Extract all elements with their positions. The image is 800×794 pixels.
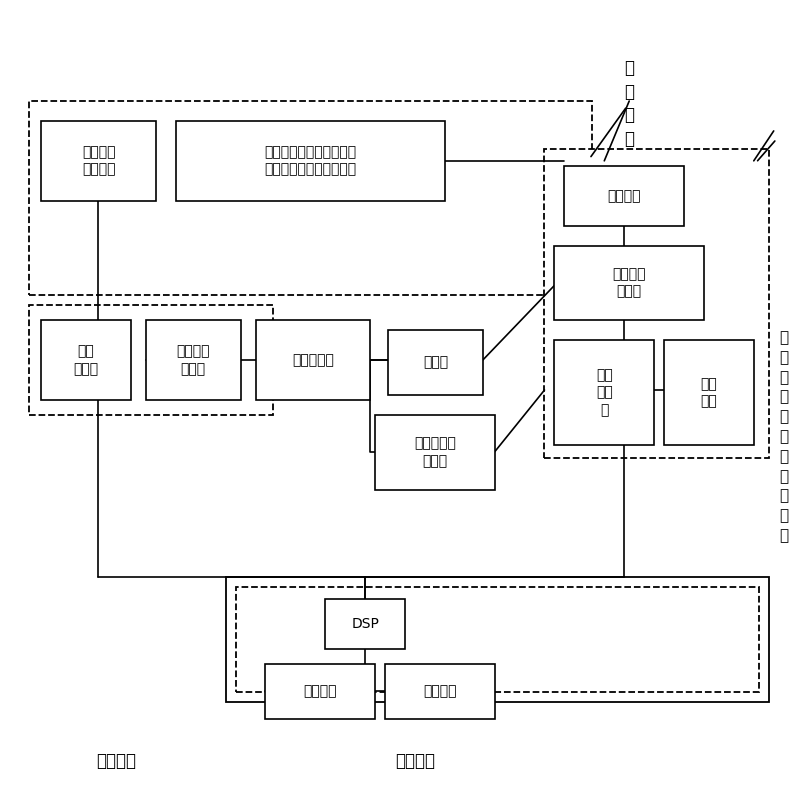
Bar xyxy=(375,415,494,490)
Bar xyxy=(326,599,405,649)
Bar xyxy=(30,101,592,295)
Bar xyxy=(664,340,754,445)
Bar xyxy=(235,588,758,692)
Text: 通信模块: 通信模块 xyxy=(423,684,457,699)
Bar xyxy=(42,320,131,400)
Text: 风机状态
检测机构: 风机状态 检测机构 xyxy=(82,145,115,176)
Text: 电气性能检测机构（电能
质量分析仪，示波器组）: 电气性能检测机构（电能 质量分析仪，示波器组） xyxy=(264,145,356,176)
Bar xyxy=(385,664,494,719)
Text: 负载
选择
器: 负载 选择 器 xyxy=(596,368,613,417)
Text: 模拟
负载: 模拟 负载 xyxy=(701,377,718,408)
Bar xyxy=(545,148,769,458)
Text: 模拟电网: 模拟电网 xyxy=(607,189,641,202)
Bar xyxy=(176,121,445,201)
Bar xyxy=(565,166,684,225)
Text: 模
拟
负
载
和
模
拟
电
网
单
元: 模 拟 负 载 和 模 拟 电 网 单 元 xyxy=(779,330,788,543)
Bar xyxy=(226,577,769,702)
Text: 逆变器接入
控制器: 逆变器接入 控制器 xyxy=(414,437,456,468)
Text: 风机接入
控制器: 风机接入 控制器 xyxy=(177,345,210,376)
Bar xyxy=(30,306,274,415)
Text: 蓄电池单元: 蓄电池单元 xyxy=(292,353,334,367)
Text: 逆变器: 逆变器 xyxy=(423,356,448,370)
Bar xyxy=(42,121,156,201)
Bar xyxy=(266,664,375,719)
Bar xyxy=(554,340,654,445)
Text: DSP: DSP xyxy=(351,617,379,631)
Text: 检
测
单
元: 检 测 单 元 xyxy=(624,60,634,148)
Bar xyxy=(554,245,704,320)
Bar xyxy=(146,320,241,400)
Bar xyxy=(388,330,482,395)
Text: 风力
发电机: 风力 发电机 xyxy=(74,345,98,376)
Bar xyxy=(255,320,370,400)
Text: 控制单元: 控制单元 xyxy=(395,752,435,769)
Text: 存储设备: 存储设备 xyxy=(303,684,337,699)
Text: 发电单元: 发电单元 xyxy=(96,752,136,769)
Text: 并网接入
控制器: 并网接入 控制器 xyxy=(613,268,646,299)
